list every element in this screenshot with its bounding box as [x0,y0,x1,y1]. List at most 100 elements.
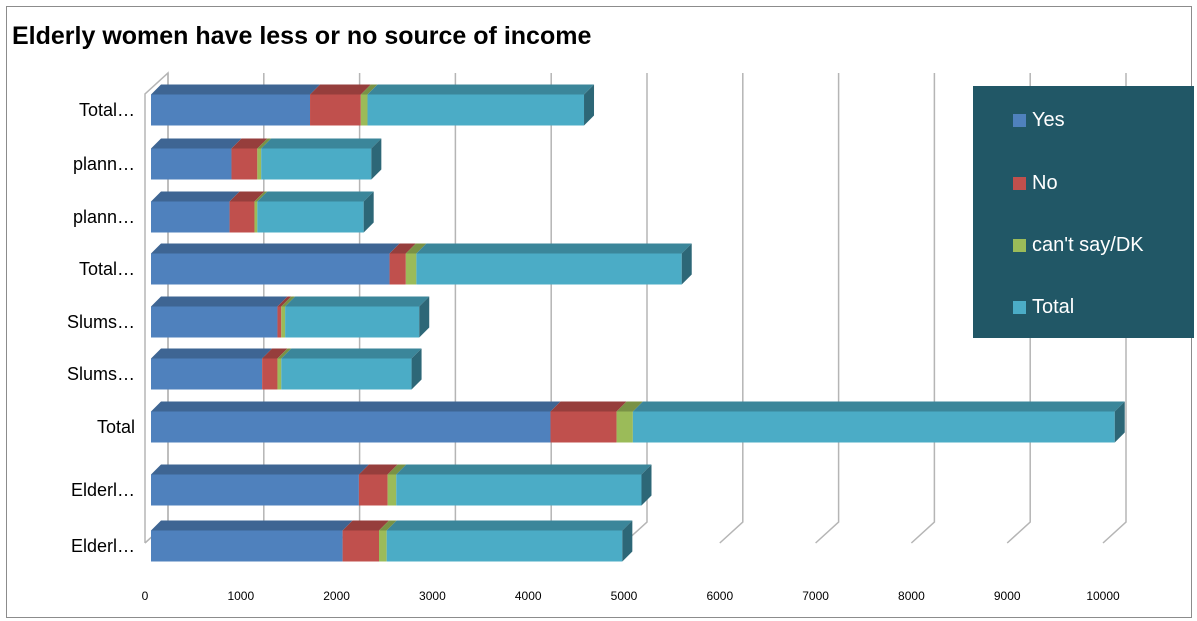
bar-segment [387,474,397,506]
bar-segment [550,411,617,443]
legend-item: No [1013,169,1058,197]
bar-top-face [405,243,427,254]
bar-side-face [622,520,633,562]
x-tick-label: 4000 [515,589,542,603]
bar-segment [257,148,262,180]
bar-top-face [342,520,390,531]
bar-top-face [151,243,400,254]
bar-side-face [584,84,595,126]
bar-side-face [1114,401,1125,443]
bar-top-face [285,296,430,307]
bar-side-face [371,138,382,180]
bar-segment [277,306,282,338]
x-tick-label: 6000 [706,589,733,603]
bar-top-face [550,401,627,412]
bar-top-face [229,191,265,202]
y-category-label: Elderl… [71,480,135,500]
bar-segment [386,530,623,562]
x-tick-label: 7000 [802,589,829,603]
gridline [719,73,744,544]
bar-segment [389,253,406,285]
y-category-label: Total… [79,100,135,120]
bar-top-face [358,464,398,475]
bar-segment [632,411,1115,443]
x-tick-label: 5000 [611,589,638,603]
bar-side-face [681,243,692,285]
bar-top-face [379,520,397,531]
y-category-label: Total… [79,259,135,279]
bar-top-face [281,348,422,359]
bar-top-face [151,348,273,359]
bar-segment [342,530,380,562]
bar-top-face [277,296,292,307]
bar-top-face [262,348,288,359]
bar-top-face [151,191,240,202]
bar-side-face [419,296,430,338]
bar-segment [151,474,359,506]
bar-segment [285,306,420,338]
bar-top-face [386,520,633,531]
legend-swatch [1013,176,1026,190]
y-category-label: Total [97,417,135,437]
bar-top-face [396,464,652,475]
bar-segment [151,530,343,562]
legend-item: can't say/DK [1013,231,1144,259]
bar-segment [151,253,390,285]
bar-segment [254,201,258,233]
bar-segment [151,201,230,233]
bar-segment [310,94,361,126]
bar-segment [416,253,682,285]
bar-top-face [151,464,369,475]
bar-segment [367,94,585,126]
x-tick-label: 9000 [994,589,1021,603]
bar-segment [281,358,412,390]
bar-top-face [367,84,595,95]
bar-segment [262,358,278,390]
bar-top-face [254,191,268,202]
legend-swatch [1013,238,1026,252]
x-tick-label: 2000 [323,589,350,603]
chart-title: Elderly women have less or no source of … [12,22,592,50]
y-category-label: Slums… [67,312,135,332]
bar-segment [231,148,258,180]
y-category-label: Slums… [67,364,135,384]
bar-top-face [416,243,692,254]
bar-segment [261,148,372,180]
x-tick-label: 1000 [227,589,254,603]
legend-label: can't say/DK [1032,233,1144,256]
x-tick-label: 0 [142,589,149,603]
bar-segment [151,411,551,443]
bar-segment [257,201,364,233]
y-category-label: plann… [73,154,135,174]
bar-top-face [257,191,374,202]
bar-side-face [363,191,374,233]
bar-top-face [257,138,272,149]
bar-top-face [616,401,643,412]
x-tick-label: 10000 [1086,589,1120,603]
bar-top-face [387,464,407,475]
bar-top-face [261,138,382,149]
legend-item: Yes [1013,106,1065,134]
bar-segment [151,306,278,338]
bar-top-face [360,84,378,95]
gridline [815,73,840,544]
bar-segment [151,358,263,390]
bar-top-face [389,243,416,254]
bar-segment [151,148,232,180]
legend-swatch [1013,113,1026,127]
bar-top-face [277,348,292,359]
bar-segment [396,474,642,506]
bar-segment [277,358,282,390]
bar-top-face [281,296,296,307]
bar-top-face [151,138,242,149]
bar-top-face [310,84,371,95]
bar-segment [360,94,368,126]
bar-top-face [151,296,288,307]
y-category-label: plann… [73,207,135,227]
x-tick-label: 3000 [419,589,446,603]
bar-segment [405,253,417,285]
x-tick-label: 8000 [898,589,925,603]
bar-segment [281,306,286,338]
bar-segment [616,411,633,443]
